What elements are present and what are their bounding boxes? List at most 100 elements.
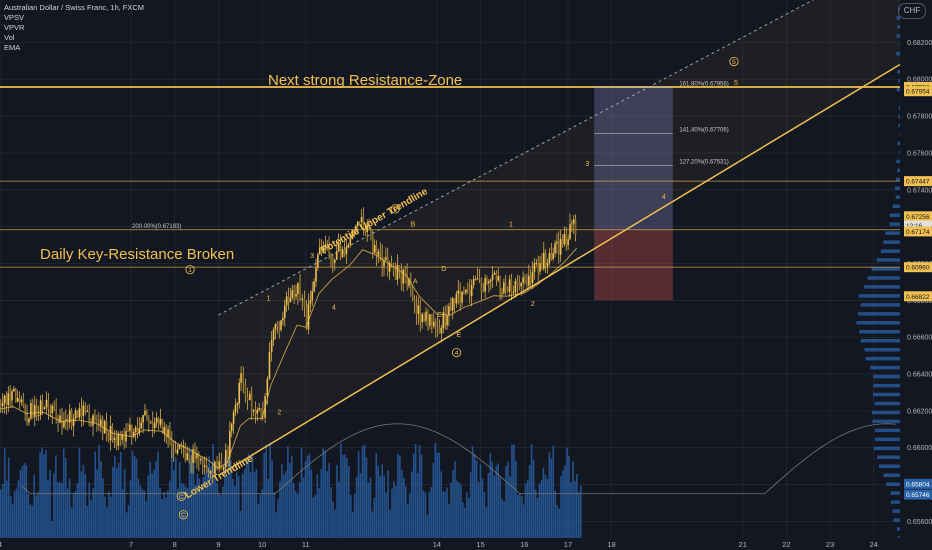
candle-body [391,263,393,265]
price-badge: 0.67447 [906,179,930,186]
indicator-vpvr[interactable]: VPVR [4,23,144,33]
candle-body [202,459,204,467]
volume-bar [415,444,417,538]
candle-body [439,327,441,334]
wave-label: A [413,279,418,286]
circled-wave-label: 1 [188,267,192,274]
volume-bar [295,491,297,538]
volume-bar [480,465,482,538]
candle-body [503,282,505,292]
volume-bar [417,473,419,538]
volume-bar [539,484,541,538]
candle-body [308,304,310,330]
candle-body [92,415,94,425]
candle-body [534,263,536,272]
candle-body [412,287,414,299]
candle-body [116,438,118,446]
volume-bar [503,501,505,538]
volume-bar [77,483,79,538]
currency-badge[interactable]: CHF [898,3,926,19]
volume-bar [4,448,6,538]
volume-bar [395,486,397,538]
volume-bar [307,456,309,538]
candle-body [421,314,423,322]
volume-bar [393,481,395,538]
volume-bar [2,484,4,538]
candle-body [34,405,36,417]
wave-label: 3 [585,161,589,168]
volume-bar [287,446,289,538]
candle-body [565,234,567,245]
volume-bar [39,452,41,538]
fib-label: 141.40%(0.67706) [679,127,728,133]
volume-bar [134,456,136,538]
candle-body [496,273,498,281]
volume-bar [130,480,132,538]
indicator-ema[interactable]: EMA [4,43,144,53]
candle-body [28,419,30,423]
volume-bar [65,458,67,538]
volume-bar [87,506,89,538]
volume-bar [100,461,102,538]
volume-bar [407,504,409,538]
candle-body [539,263,541,272]
volume-bar [376,453,378,538]
volume-bar [568,456,570,538]
wave-label: C [437,312,442,319]
candle-body [15,389,17,402]
candle-body [55,409,57,417]
volume-bar [391,489,393,538]
volume-bar [238,476,240,538]
indicator-vol[interactable]: Vol [4,33,144,43]
volume-bar [462,502,464,538]
volume-bar [340,443,342,538]
y-tick-label: 0.66400 [907,372,932,379]
volume-bar [226,476,228,538]
candle-body [469,290,471,296]
candle-body [473,279,475,285]
candle-body [94,415,96,419]
candle-body [158,418,160,425]
candle-body [567,239,569,245]
resistance-zone-note: Next strong Resistance-Zone [268,72,462,89]
volume-bar [122,489,124,538]
candle-body [437,327,439,328]
volume-bar [423,491,425,538]
volume-bar [358,451,360,538]
candle-body [479,278,481,279]
x-tick-label: 8 [173,540,177,549]
candle-body [291,290,293,297]
volume-bar [79,448,81,538]
volume-bar [92,488,94,538]
candle-body [30,403,32,418]
volume-bar [49,470,51,538]
candle-body [276,324,278,326]
volume-bar [222,487,224,538]
candle-body [22,400,24,406]
candle-body [38,415,40,416]
volume-bar [155,461,157,538]
volume-bar [574,481,576,538]
candle-body [315,268,317,282]
volume-bar [456,481,458,538]
volume-bar [470,472,472,538]
circled-wave-label: C [179,494,184,501]
volume-bar [118,463,120,538]
volume-bar [201,487,203,538]
volume-bar [517,495,519,538]
volume-bar [104,497,106,538]
volume-bar [324,451,326,538]
volume-bar [85,474,87,538]
volume-bar [90,500,92,538]
candle-body [79,408,81,417]
candle-body [154,423,156,428]
x-tick-label: 23 [826,540,834,549]
candle-body [344,250,346,254]
candle-body [427,312,429,326]
candle-body [84,405,86,412]
candle-body [505,282,507,288]
candle-body [418,305,420,314]
indicator-vpsv[interactable]: VPSV [4,13,144,23]
wave-label: 5 [734,80,738,87]
